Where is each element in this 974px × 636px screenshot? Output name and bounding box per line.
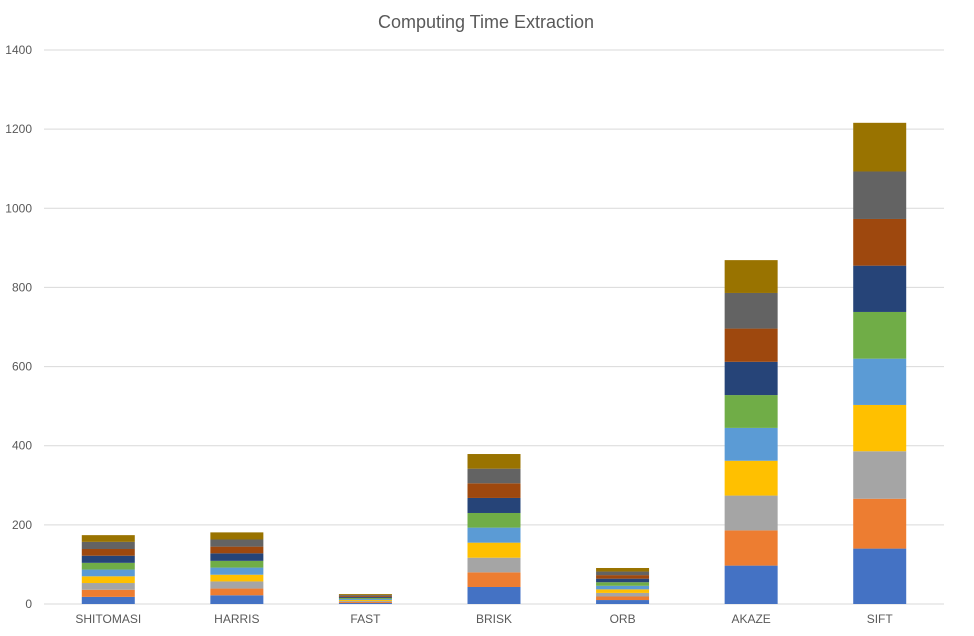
bar-segment <box>467 572 521 587</box>
chart-title: Computing Time Extraction <box>378 12 594 32</box>
bar-segment <box>853 265 907 312</box>
x-axis-labels: SHITOMASI HARRIS FAST BRISK ORB AKAZE SIFT <box>75 612 893 626</box>
bar-segment <box>596 567 650 572</box>
bar-segment <box>210 553 264 561</box>
bar-segment <box>338 599 392 601</box>
bar-segment <box>81 555 135 563</box>
bars <box>81 122 907 604</box>
bar-segment <box>467 542 521 558</box>
bar-segment <box>596 592 650 597</box>
x-category-label: ORB <box>610 612 636 626</box>
bar-segment <box>210 595 264 604</box>
bar-segment <box>724 530 778 566</box>
y-axis-ticks: 0 200 400 600 800 1000 1200 1400 <box>5 43 32 611</box>
bar-segment <box>596 596 650 601</box>
bar-segment <box>81 562 135 570</box>
bar-segment <box>596 571 650 576</box>
y-tick-label: 1400 <box>5 43 32 57</box>
bar-segment <box>467 512 521 528</box>
bar-segment <box>853 171 907 219</box>
bar-segment <box>81 589 135 597</box>
x-category-label: SHITOMASI <box>75 612 141 626</box>
y-tick-label: 0 <box>25 597 32 611</box>
bar-segment <box>338 594 392 596</box>
bar-segment <box>724 361 778 396</box>
bar-segment <box>724 260 778 293</box>
y-tick-label: 600 <box>12 360 32 374</box>
bar-segment <box>724 328 778 362</box>
bar-segment <box>853 311 907 359</box>
bar-segment <box>81 541 135 549</box>
bar-segment <box>596 600 650 604</box>
bar-segment <box>596 582 650 586</box>
x-category-label: HARRIS <box>214 612 259 626</box>
bar-segment <box>467 527 521 543</box>
bar-segment <box>338 596 392 598</box>
bar-segment <box>853 548 907 604</box>
bar-segment <box>210 560 264 568</box>
bar-segment <box>81 548 135 556</box>
bar-segment <box>467 468 521 484</box>
bar-segment <box>338 598 392 600</box>
bar-segment <box>338 601 392 603</box>
bar-segment <box>338 603 392 604</box>
bar-segment <box>724 565 778 604</box>
bar-segment <box>467 483 521 498</box>
bar-segment <box>853 122 907 172</box>
bar-segment <box>210 581 264 589</box>
bar-segment <box>724 460 778 496</box>
y-tick-label: 1200 <box>5 122 32 136</box>
bar-segment <box>596 578 650 583</box>
bar-segment <box>853 218 907 266</box>
y-tick-label: 400 <box>12 439 32 453</box>
bar-segment <box>210 588 264 596</box>
bar-segment <box>724 292 778 329</box>
bar-segment <box>210 574 264 582</box>
y-tick-label: 800 <box>12 280 32 294</box>
bar-segment <box>853 498 907 549</box>
x-category-label: BRISK <box>476 612 512 626</box>
bar-segment <box>210 532 264 540</box>
x-category-label: FAST <box>350 612 381 626</box>
bar-segment <box>467 497 521 513</box>
bar-segment <box>338 597 392 599</box>
bar-segment <box>338 595 392 597</box>
bar-segment <box>81 535 135 542</box>
bar-segment <box>467 557 521 573</box>
bar-segment <box>724 495 778 531</box>
bar-segment <box>81 596 135 604</box>
bar-segment <box>81 576 135 584</box>
bar-segment <box>853 404 907 452</box>
bar-segment <box>596 585 650 590</box>
bar-segment <box>81 583 135 590</box>
x-category-label: AKAZE <box>731 612 770 626</box>
bar-segment <box>853 358 907 405</box>
bar-segment <box>467 454 521 469</box>
bar-segment <box>596 575 650 579</box>
bar-segment <box>210 567 264 575</box>
bar-segment <box>467 586 521 604</box>
y-tick-label: 200 <box>12 518 32 532</box>
bar-segment <box>338 602 392 604</box>
bar-segment <box>724 395 778 428</box>
bar-segment <box>210 546 264 554</box>
bar-segment <box>81 569 135 577</box>
bar-segment <box>338 600 392 602</box>
bar-segment <box>210 539 264 547</box>
bar-segment <box>853 451 907 499</box>
x-category-label: SIFT <box>867 612 894 626</box>
bar-segment <box>724 427 778 461</box>
bar-segment <box>596 589 650 593</box>
y-tick-label: 1000 <box>5 201 32 215</box>
